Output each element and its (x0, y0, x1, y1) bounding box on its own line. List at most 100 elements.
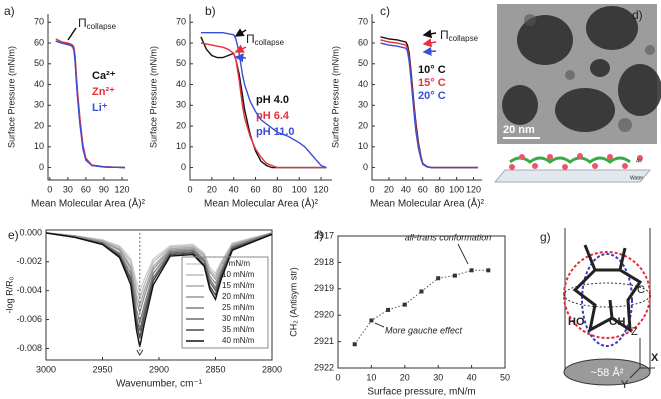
x-axis-label: Mean Molecular Area (Å)² (370, 197, 485, 210)
annotation-arrow (234, 44, 247, 53)
legend-label: 35 mN/m (222, 325, 255, 334)
chart: 0 20 40 60 80 100 120 0 10 20 30 40 50 60 70 Mean Molec… (330, 4, 484, 209)
legend-label: 20 mN/m (222, 292, 255, 301)
axis-y: Y (621, 379, 629, 391)
legend-label: 5 mN/m (222, 259, 250, 268)
panel-label: a) (4, 4, 15, 18)
y-tick-label: 60 (358, 37, 368, 47)
y-tick-label: 0 (363, 162, 368, 172)
series-line (45, 232, 273, 339)
annotation-subscript: collapse (255, 38, 285, 47)
panel-label: c) (380, 4, 390, 18)
point (469, 268, 474, 273)
y-tick-label: 10 (34, 141, 44, 151)
annotation-arrow (422, 38, 437, 48)
point (452, 273, 457, 278)
x-tick-label: 100 (292, 184, 307, 194)
annotation: Πcollapse (440, 28, 479, 43)
y-tick-label: -0.004 (16, 285, 42, 295)
x-tick-label: 3000 (36, 364, 56, 374)
annotation-arrow (67, 27, 77, 41)
series-line (45, 232, 273, 332)
y-tick-label: 40 (358, 79, 368, 89)
annotation-arrow (457, 243, 469, 265)
schematic: g) ~58 Å² C HO OH Z X Y (540, 228, 659, 391)
y-tick-label: 0 (39, 162, 44, 172)
x-tick-label: 100 (449, 184, 464, 194)
series-line (45, 232, 273, 348)
y-tick-label: 30 (358, 100, 368, 110)
air-label: Air (636, 158, 642, 164)
x-tick-label: 20 (384, 184, 394, 194)
y-tick-label: 20 (176, 120, 186, 130)
y-tick-label: 40 (176, 79, 186, 89)
y-tick-label: -0.006 (16, 314, 42, 324)
area-label: ~58 Å² (591, 366, 624, 379)
x-tick-label: 40 (467, 372, 477, 382)
x-tick-label: 20 (400, 372, 410, 382)
chart: 0 30 60 90 120 0 10 20 30 40 50 60 70 Mean Molecular … (4, 4, 146, 209)
x-tick-label: 60 (418, 184, 428, 194)
annotation-subscript: collapse (87, 22, 117, 31)
x-tick-label: 120 (314, 184, 329, 194)
legend-label: Ca²⁺ (92, 70, 116, 82)
series-line (55, 40, 126, 169)
x-tick-label: 30 (63, 184, 73, 194)
x-tick-label: 10 (366, 372, 376, 382)
y-axis-label: -log R/R₀ (4, 276, 14, 313)
point (402, 302, 407, 307)
x-tick-label: 90 (99, 184, 109, 194)
base-area (563, 358, 651, 386)
y-axis-label: Surface Pressure (mN/m) (148, 46, 158, 148)
annotation: all-trans conformation (405, 232, 492, 242)
series-line (200, 42, 327, 169)
x-tick-label: 0 (47, 184, 52, 194)
series-line (380, 39, 478, 169)
legend-label: 10° C (418, 64, 446, 76)
x-axis-label: Wavenumber, cm⁻¹ (116, 379, 203, 390)
legend-label: 20° C (418, 90, 446, 102)
film-molecules (509, 153, 643, 170)
inner-ellipse (581, 253, 633, 347)
x-axis-label: Mean Molecular Area (Å)² (31, 197, 146, 210)
x-tick-label: 2950 (92, 364, 112, 374)
axis-z: Z (631, 326, 638, 338)
legend-box (181, 256, 269, 349)
x-tick-label: 20 (207, 184, 217, 194)
legend-label: 15° C (418, 77, 446, 89)
x-tick-label: 50 (500, 372, 510, 382)
point (369, 318, 374, 323)
x-tick-label: 0 (187, 184, 192, 194)
x-tick-label: 120 (114, 184, 129, 194)
series-line (45, 232, 273, 308)
series-line (380, 36, 478, 169)
hydroxyl-label: HO (568, 316, 585, 328)
annotation-symbol: Π (246, 32, 255, 46)
series-line (380, 42, 478, 169)
panel-label: e) (8, 228, 19, 242)
legend-label: pH 6.4 (256, 110, 290, 122)
y-tick-label: 30 (34, 100, 44, 110)
annotation-arrow (422, 46, 437, 56)
annotation-arrow (234, 28, 247, 37)
legend-label: Zn²⁺ (92, 86, 115, 98)
y-axis-label: CH₂ (Antisym str) (288, 267, 298, 337)
x-axis-label: Mean Molecular Area (Å)² (204, 197, 319, 210)
x-tick-label: 60 (81, 184, 91, 194)
legend-label: 40 mN/m (222, 336, 255, 345)
annotation-arrow (234, 53, 247, 63)
legend-label: 10 mN/m (222, 270, 255, 279)
x-tick-label: 80 (435, 184, 445, 194)
x-tick-label: 80 (272, 184, 282, 194)
molecule (572, 244, 643, 333)
y-tick-label: 2918 (314, 257, 334, 267)
y-tick-label: 50 (176, 58, 186, 68)
hydroxyl-label: OH (609, 316, 626, 328)
point (436, 276, 441, 281)
y-tick-label: 0 (181, 162, 186, 172)
legend-label: pH 11.0 (256, 126, 295, 138)
peak-arrow (136, 349, 144, 356)
x-tick-label: 0 (335, 372, 340, 382)
x-tick-label: 40 (229, 184, 239, 194)
